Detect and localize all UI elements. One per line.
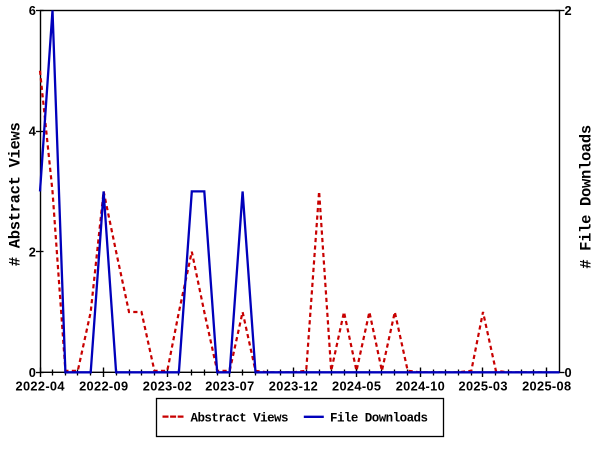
svg-text:Abstract Views: Abstract Views	[191, 411, 289, 425]
svg-text:# Abstract Views: # Abstract Views	[7, 122, 25, 266]
svg-text:2023-07: 2023-07	[205, 378, 254, 393]
svg-text:2022-04: 2022-04	[16, 378, 66, 393]
svg-text:File Downloads: File Downloads	[330, 411, 428, 425]
svg-text:2024-05: 2024-05	[332, 378, 381, 393]
svg-text:2: 2	[565, 3, 572, 18]
svg-text:0: 0	[29, 365, 36, 380]
svg-text:# File Downloads: # File Downloads	[578, 125, 596, 269]
svg-text:2023-02: 2023-02	[143, 378, 192, 393]
svg-text:2: 2	[29, 244, 36, 259]
svg-text:2023-12: 2023-12	[269, 378, 318, 393]
svg-text:2025-03: 2025-03	[459, 378, 508, 393]
svg-text:2025-08: 2025-08	[522, 378, 571, 393]
svg-text:4: 4	[29, 124, 37, 139]
svg-text:6: 6	[29, 3, 36, 18]
svg-text:2024-10: 2024-10	[396, 378, 445, 393]
svg-text:0: 0	[565, 365, 572, 380]
svg-text:2022-09: 2022-09	[79, 378, 128, 393]
